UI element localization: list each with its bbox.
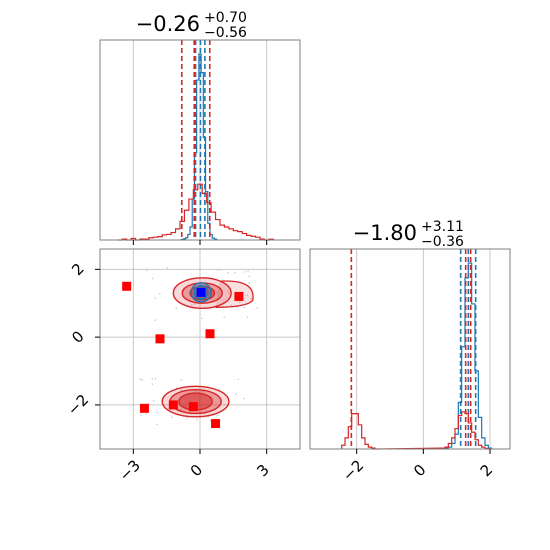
param2-hist-series-0 <box>444 262 493 449</box>
joint-red-marker-6 <box>188 402 198 412</box>
joint-red-marker-7 <box>211 419 221 429</box>
joint-scatter-point <box>256 307 259 310</box>
joint-scatter-point <box>159 292 161 295</box>
joint-scatter-point <box>145 269 148 272</box>
joint-red-marker-3 <box>234 291 244 301</box>
joint-scatter-point <box>193 303 196 305</box>
joint-scatter-point <box>234 271 236 274</box>
joint-ytick-label-2: 2 <box>68 260 87 279</box>
joint-scatter-point <box>226 271 229 274</box>
joint-scatter-point <box>209 420 212 422</box>
joint-scatter-point <box>180 389 183 392</box>
joint-scatter-point <box>196 418 199 421</box>
joint-scatter-point <box>246 294 249 297</box>
joint-scatter-point <box>180 379 183 381</box>
joint-scatter-point <box>238 301 241 303</box>
joint-scatter-point <box>217 414 220 416</box>
param2-title-minus: −0.36 <box>421 234 464 250</box>
joint-scatter-point <box>216 291 218 293</box>
param1-title-median: −0.26 <box>136 12 200 36</box>
joint-scatter-point <box>190 304 193 306</box>
param2-xtick-label-2: 2 <box>477 461 496 480</box>
param2-xtick-label-0: −2 <box>339 456 367 484</box>
joint-scatter-point <box>215 402 217 405</box>
joint-scatter-point <box>235 393 237 396</box>
joint-scatter-point <box>151 383 154 386</box>
joint-scatter-point <box>175 307 178 309</box>
param1-hist-series-0 <box>180 53 218 241</box>
joint-panel: −3 0 3 −2 0 2 <box>64 248 301 485</box>
joint-scatter-point <box>248 282 251 284</box>
joint-blue-marker <box>196 287 206 297</box>
joint-red-marker-2 <box>205 329 215 339</box>
joint-scatter-point <box>250 297 252 300</box>
param2-title-plus: +3.11 <box>421 219 464 235</box>
joint-scatter-point <box>223 316 226 319</box>
param1-marginal-panel: −0.26 +0.70 −0.56 <box>99 10 301 245</box>
param1-hist-series-1 <box>117 183 274 241</box>
joint-red-marker-5 <box>168 400 178 410</box>
joint-xtick-label-0: −3 <box>116 456 144 484</box>
joint-scatter-point <box>166 266 169 269</box>
joint-xtick-label-2: 3 <box>253 461 272 480</box>
joint-scatter-point <box>202 391 204 393</box>
joint-scatter-point <box>228 292 230 295</box>
joint-scatter-point <box>154 297 157 299</box>
joint-scatter-point <box>247 270 249 272</box>
joint-scatter-point <box>151 277 154 280</box>
joint-red-marker-1 <box>155 334 165 344</box>
joint-scatter-point <box>243 306 246 309</box>
joint-ytick-label-1: 0 <box>68 327 87 346</box>
joint-scatter-point <box>248 275 250 278</box>
joint-scatter-point <box>195 390 197 393</box>
param2-frame <box>309 248 511 450</box>
joint-scatter-point <box>201 317 203 320</box>
param1-title-minus: −0.56 <box>204 25 247 41</box>
joint-scatter-point <box>186 417 188 419</box>
joint-scatter-point <box>141 379 144 381</box>
joint-scatter-point <box>154 377 157 380</box>
joint-scatter-point <box>219 269 222 271</box>
joint-scatter-point <box>216 269 219 271</box>
param1-title-plus: +0.70 <box>204 10 247 26</box>
joint-scatter-point <box>140 414 142 416</box>
joint-scatter-point <box>139 378 142 380</box>
param2-xtick-label-1: 0 <box>410 461 429 480</box>
joint-scatter-point <box>226 290 229 293</box>
joint-scatter-point <box>171 416 173 419</box>
joint-red-marker-0 <box>122 281 132 291</box>
joint-xtick-label-1: 0 <box>187 461 206 480</box>
joint-scatter-point <box>151 378 154 380</box>
joint-scatter-point <box>244 271 246 273</box>
joint-scatter-point <box>246 316 249 319</box>
joint-scatter-point <box>156 411 158 414</box>
joint-scatter-point <box>154 319 156 321</box>
joint-scatter-point <box>215 414 218 417</box>
joint-scatter-point <box>156 423 158 426</box>
joint-ytick-label-0: −2 <box>64 391 92 419</box>
joint-scatter-point <box>243 397 245 400</box>
joint-red-marker-4 <box>139 403 149 413</box>
joint-scatter-point <box>237 378 240 381</box>
param2-marginal-panel: −1.80 +3.11 −0.36 −2 0 2 <box>309 219 511 485</box>
param2-title-median: −1.80 <box>353 221 417 245</box>
joint-contour-tail-0-0 <box>215 280 254 308</box>
joint-scatter-point <box>145 413 148 415</box>
joint-scatter-point <box>152 400 155 402</box>
param2-hist-series-1 <box>341 411 489 450</box>
joint-scatter-point <box>230 304 233 307</box>
